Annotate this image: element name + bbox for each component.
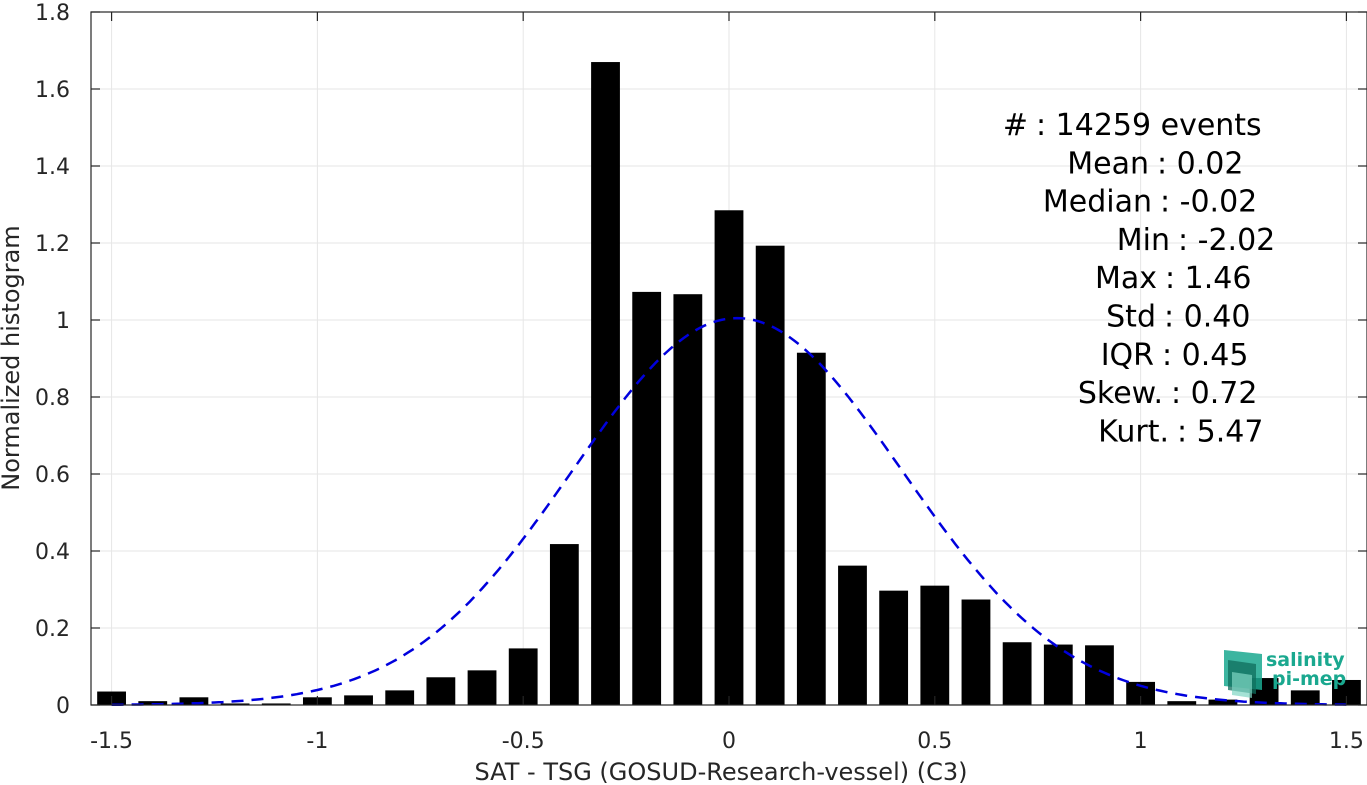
bar-11: [549, 544, 579, 705]
x-tick-label-3: 0: [722, 729, 736, 754]
bar-22: [1002, 642, 1032, 705]
bar-8: [426, 677, 456, 705]
bar-2: [179, 697, 209, 705]
stat-value-4: : 1.46: [1165, 261, 1251, 296]
bar-13: [632, 291, 662, 705]
bar-15: [714, 210, 744, 705]
y-tick-labels: 0 0.2 0.4 0.6 0.8 1 1.2 1.4 1.6 1.8: [35, 1, 70, 719]
x-tick-label-4: 0.5: [917, 729, 952, 754]
x-tick-label-2: -0.5: [502, 729, 545, 754]
bar-19: [879, 590, 909, 705]
y-tick-label-2: 0.4: [35, 540, 70, 565]
bar-3: [220, 703, 250, 705]
histogram-bars: [97, 62, 1361, 706]
x-tick-label-1: -1: [306, 729, 328, 754]
bar-12: [591, 62, 620, 706]
x-tick-label-5: 1: [1134, 729, 1148, 754]
bar-16: [755, 245, 785, 705]
stat-label-7: Skew.: [1078, 376, 1163, 411]
bar-10: [508, 648, 538, 705]
stat-label-3: Min: [1117, 223, 1170, 258]
stat-label-6: IQR: [1101, 338, 1154, 373]
gaussian-fit-curve: [111, 316, 1347, 706]
stat-label-4: Max: [1095, 261, 1157, 296]
x-tick-label-6: 1.5: [1329, 729, 1364, 754]
stat-label-5: Std: [1106, 300, 1156, 335]
y-tick-label-1: 0.2: [35, 617, 70, 642]
x-tick-label-0: -1.5: [90, 729, 133, 754]
bar-7: [385, 690, 415, 705]
bar-29: [1290, 690, 1320, 705]
bar-14: [673, 294, 703, 705]
stat-label-2: Median: [1043, 185, 1152, 220]
stat-value-7: : 0.72: [1171, 376, 1257, 411]
axis-ticks: [91, 11, 1367, 706]
y-tick-label-4: 0.8: [35, 386, 70, 411]
stat-value-6: : 0.45: [1162, 338, 1248, 373]
bar-21: [961, 599, 991, 705]
logo-text-line2: pi-mep: [1272, 668, 1346, 690]
bar-18: [838, 565, 867, 705]
y-tick-label-6: 1.2: [35, 232, 70, 257]
stat-label-1: Mean: [1067, 146, 1149, 181]
y-tick-label-5: 1: [56, 309, 70, 334]
y-tick-label-9: 1.8: [35, 1, 70, 26]
stat-label-0: #: [1003, 108, 1028, 143]
bar-20: [920, 585, 950, 705]
y-axis-title: Normalized histogram: [0, 225, 25, 490]
stat-value-0: : 14259 events: [1036, 108, 1262, 143]
stat-value-1: : 0.02: [1157, 146, 1243, 181]
x-tick-labels: -1.5 -1 -0.5 0 0.5 1 1.5: [90, 729, 1364, 754]
x-axis-title: SAT - TSG (GOSUD-Research-vessel) (C3): [475, 758, 968, 785]
stat-label-8: Kurt.: [1098, 414, 1169, 449]
bar-9: [467, 670, 497, 705]
bar-17: [796, 352, 826, 705]
y-tick-label-0: 0: [56, 694, 70, 719]
stat-value-5: : 0.40: [1164, 300, 1250, 335]
y-tick-label-3: 0.6: [35, 463, 70, 488]
logo-mark-icon: [1224, 650, 1262, 698]
stat-value-8: : 5.47: [1177, 414, 1263, 449]
bar-27: [1208, 699, 1238, 705]
y-tick-label-8: 1.6: [35, 78, 70, 103]
bar-26: [1167, 701, 1197, 705]
logo-text-line1: salinity: [1266, 649, 1345, 671]
bar-4: [261, 703, 291, 705]
stat-value-3: : -2.02: [1178, 223, 1275, 258]
salinity-pi-mep-logo: salinity pi-mep: [1224, 649, 1346, 698]
y-tick-label-7: 1.4: [35, 155, 70, 180]
bar-6: [344, 695, 373, 705]
stat-value-2: : -0.02: [1160, 185, 1257, 220]
